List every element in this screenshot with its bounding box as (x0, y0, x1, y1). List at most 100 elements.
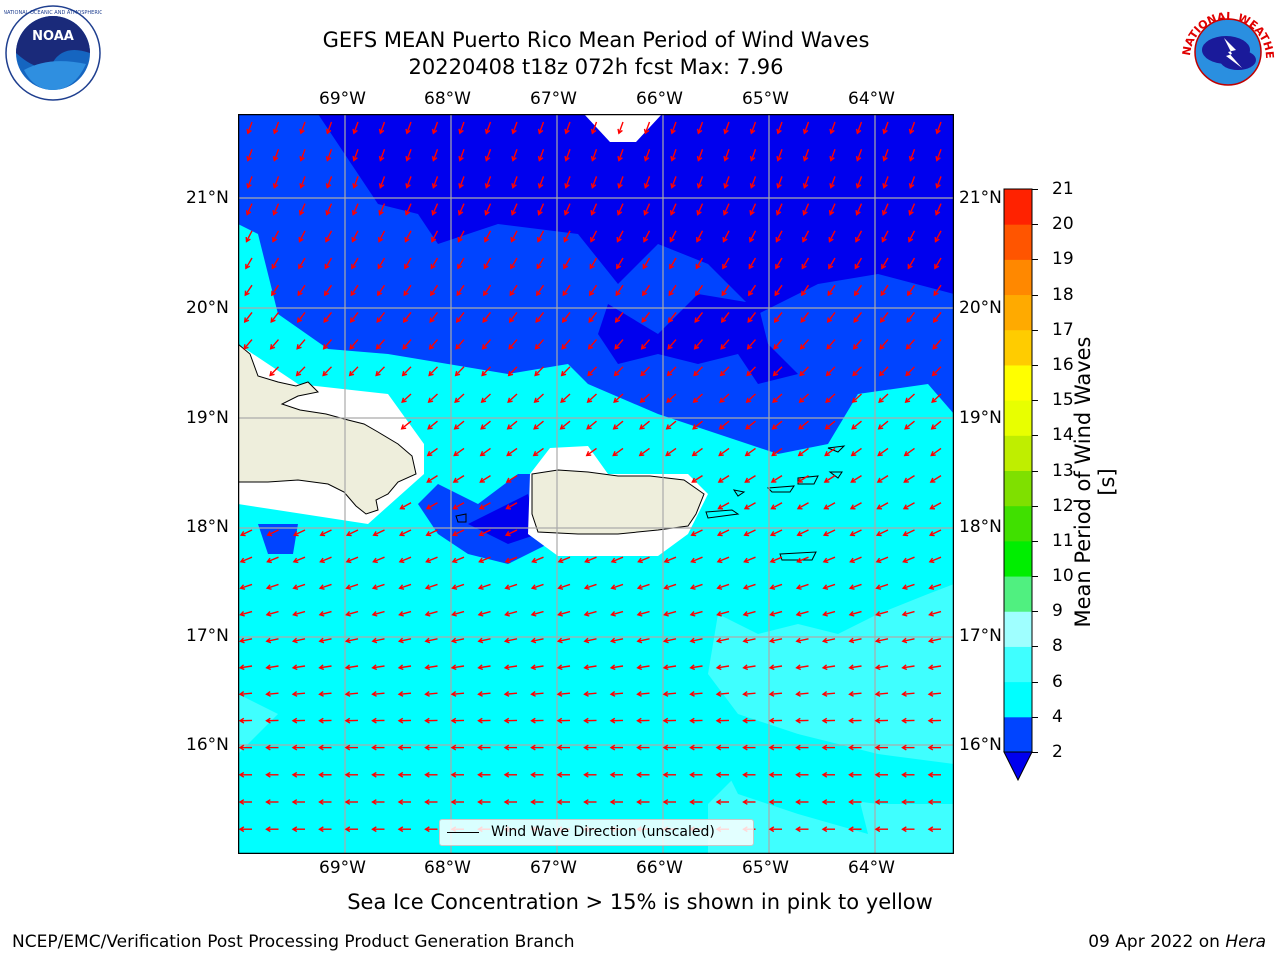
wind-wave-arrow (561, 339, 571, 350)
wind-wave-arrowhead (292, 531, 299, 537)
wind-wave-arrow (325, 230, 333, 242)
wind-wave-arrowhead (530, 691, 536, 697)
wind-wave-arrowhead (689, 691, 695, 697)
wind-wave-arrowhead (904, 424, 910, 430)
wind-wave-arrowhead (823, 504, 830, 510)
wind-wave-arrow (506, 447, 518, 456)
wind-wave-arrowhead (879, 344, 885, 350)
wind-wave-arrowhead (908, 236, 914, 243)
wind-wave-arrowhead (772, 397, 778, 404)
wind-wave-arrowhead (325, 128, 332, 135)
wind-wave-arrowhead (371, 826, 377, 833)
lat-label-right-16n: 16°N (959, 735, 1002, 755)
wind-wave-arrowhead (743, 504, 750, 510)
wind-wave-arrow (456, 284, 465, 296)
wind-wave-arrowhead (670, 128, 676, 135)
wind-wave-arrow (611, 610, 624, 616)
wind-wave-arrowhead (880, 290, 886, 297)
wind-wave-arrow (534, 366, 545, 376)
wind-wave-arrowhead (827, 290, 833, 297)
wind-wave-arrow (666, 393, 677, 403)
wind-wave-arrowhead (643, 128, 650, 135)
wind-wave-arrow (930, 475, 942, 483)
wind-wave-arrowhead (297, 290, 303, 297)
wind-wave-arrowhead (563, 210, 570, 216)
wind-wave-arrowhead (879, 317, 886, 324)
wind-wave-arrowhead (291, 826, 298, 833)
wind-wave-arrowhead (556, 691, 563, 697)
wind-wave-arrow (823, 665, 836, 669)
wind-wave-arrowhead (563, 236, 569, 243)
wind-wave-arrowhead (265, 771, 271, 778)
wind-wave-arrow (485, 176, 492, 188)
wind-wave-arrowhead (504, 531, 511, 537)
wind-wave-arrow (584, 692, 597, 695)
wind-wave-arrow (403, 284, 412, 296)
wind-wave-arrowhead (583, 611, 590, 617)
wind-wave-arrow (902, 583, 915, 589)
wind-wave-arrow (485, 203, 492, 215)
lon-label-bottom-68w: 68°W (424, 858, 471, 878)
colorbar-tick-mark (1032, 364, 1038, 366)
wind-wave-arrowhead (848, 691, 854, 697)
wind-wave-arrowhead (715, 717, 722, 724)
wind-wave-arrowhead (371, 691, 377, 697)
lon-label-top-65w: 65°W (742, 89, 789, 109)
wind-wave-arrow (718, 475, 730, 483)
wind-wave-arrowhead (901, 584, 908, 590)
wind-wave-arrowhead (375, 370, 381, 377)
wind-wave-arrowhead (556, 744, 563, 751)
wind-wave-arrow (586, 420, 597, 430)
wind-wave-arrowhead (877, 450, 883, 457)
wind-wave-arrowhead (796, 557, 802, 564)
wind-wave-arrowhead (430, 290, 436, 297)
wind-wave-arrow (273, 203, 280, 215)
wind-wave-arrowhead (716, 531, 723, 537)
wind-wave-arrowhead (874, 637, 881, 644)
wind-wave-arrowhead (795, 664, 802, 671)
wind-wave-arrowhead (662, 771, 669, 778)
wind-wave-arrow (271, 257, 280, 269)
wind-wave-arrowhead (325, 236, 331, 243)
wind-wave-arrow (512, 176, 518, 188)
wind-wave-arrowhead (749, 128, 756, 135)
wind-wave-arrow (345, 692, 359, 695)
wind-wave-arrow (505, 665, 518, 669)
wind-wave-arrowhead (450, 637, 457, 644)
wind-wave-arrow (431, 230, 439, 242)
colorbar-tick-mark (1032, 189, 1038, 190)
wind-wave-arrowhead (931, 397, 937, 404)
wind-wave-arrow (427, 420, 438, 430)
wind-wave-arrow (803, 148, 810, 161)
wind-wave-arrowhead (428, 344, 435, 350)
wind-wave-arrow (744, 502, 756, 510)
wind-wave-arrowhead (768, 691, 775, 697)
colorbar-tick-label: 20 (1052, 214, 1074, 235)
wind-wave-arrowhead (855, 128, 862, 135)
wind-wave-arrowhead (319, 557, 325, 564)
wind-wave-arrowhead (639, 424, 645, 430)
wind-wave-arrowhead (932, 317, 939, 324)
wind-wave-arrow (694, 311, 704, 323)
wind-wave-arrowhead (426, 477, 432, 483)
wind-wave-arrow (610, 692, 624, 695)
wind-wave-arrow (611, 583, 624, 589)
wind-wave-arrow (346, 638, 359, 642)
wind-wave-arrow (319, 610, 332, 616)
colorbar-segment (1004, 435, 1032, 471)
wind-wave-arrowhead (400, 424, 407, 430)
wind-wave-arrowhead (796, 504, 803, 510)
wind-wave-arrow (902, 692, 915, 695)
wind-wave-arrow (641, 311, 651, 323)
wind-wave-arrow (748, 257, 757, 269)
wind-wave-arrowhead (719, 370, 726, 377)
wind-wave-arrowhead (905, 370, 911, 377)
footer-org: NCEP/EMC/Verification Post Processing Pr… (12, 932, 575, 952)
wind-wave-arrow (717, 610, 730, 616)
wind-wave-arrowhead (829, 183, 835, 189)
wind-wave-arrowhead (821, 799, 828, 805)
wind-wave-arrow (402, 339, 412, 350)
wind-wave-arrow (506, 475, 518, 483)
wind-wave-arrow (748, 284, 757, 296)
wind-wave-arrow (803, 176, 810, 188)
